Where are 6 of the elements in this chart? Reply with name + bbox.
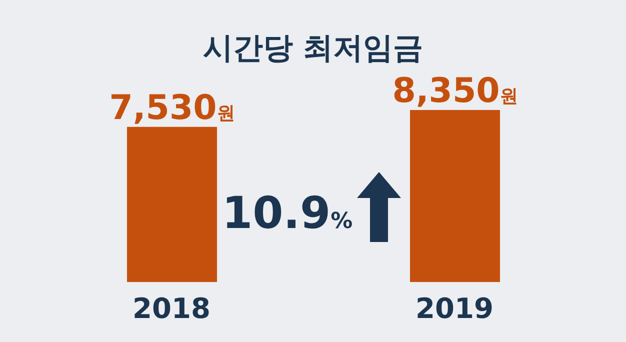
chart-title: 시간당 최저임금 [202, 30, 424, 68]
data-label: 8,350원 [392, 71, 518, 111]
data-label: 7,530원 [109, 88, 235, 128]
annotation: 10.9% [222, 188, 353, 239]
x-tick-label: 2019 [416, 292, 494, 325]
x-tick-label: 2018 [132, 292, 210, 325]
